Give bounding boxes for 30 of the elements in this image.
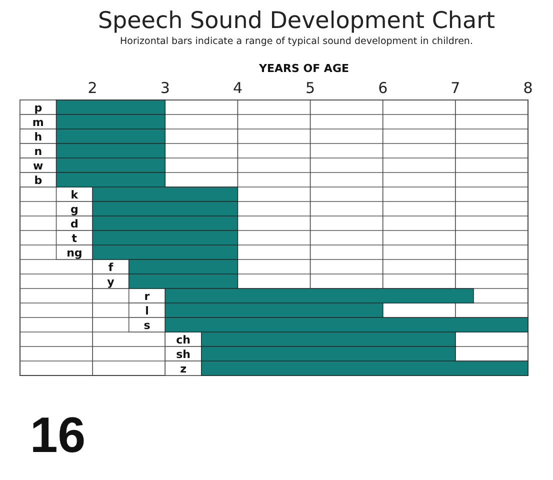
y-tick-label: f — [108, 260, 114, 274]
y-tick-label: ng — [66, 246, 82, 260]
x-tick-label: 4 — [232, 79, 242, 97]
y-tick-label: t — [72, 232, 78, 245]
y-tick-label: s — [144, 318, 151, 332]
x-tick-label: 6 — [378, 79, 388, 97]
text: 16 — [30, 407, 86, 463]
y-tick-label: p — [34, 101, 42, 114]
x-tick-label: 3 — [160, 79, 170, 97]
x-tick-label: 8 — [523, 79, 533, 97]
y-tick-label: ch — [176, 333, 190, 346]
x-tick-label: 2 — [88, 79, 98, 97]
y-tick-label: sh — [176, 348, 190, 361]
y-tick-label: m — [32, 116, 44, 129]
y-tick-label: b — [34, 174, 42, 187]
y-tick-label: g — [70, 202, 78, 216]
y-tick-label: r — [144, 290, 150, 303]
chart-title: Speech Sound Development Chart — [98, 8, 496, 34]
y-tick-label: d — [70, 217, 78, 230]
x-axis-title: YEARS OF AGE — [258, 62, 349, 75]
x-tick-label: 7 — [450, 79, 460, 97]
y-tick-label: h — [34, 130, 42, 144]
y-tick-label: l — [145, 304, 149, 318]
y-tick-label: k — [70, 188, 79, 202]
y-tick-label: y — [107, 275, 114, 288]
x-tick-label: 5 — [306, 79, 316, 97]
y-tick-label: z — [180, 362, 186, 376]
chart-subtitle: Horizontal bars indicate a range of typical sound development in children. — [120, 36, 473, 47]
y-tick-label: n — [34, 144, 42, 158]
y-tick-label: w — [33, 159, 44, 172]
